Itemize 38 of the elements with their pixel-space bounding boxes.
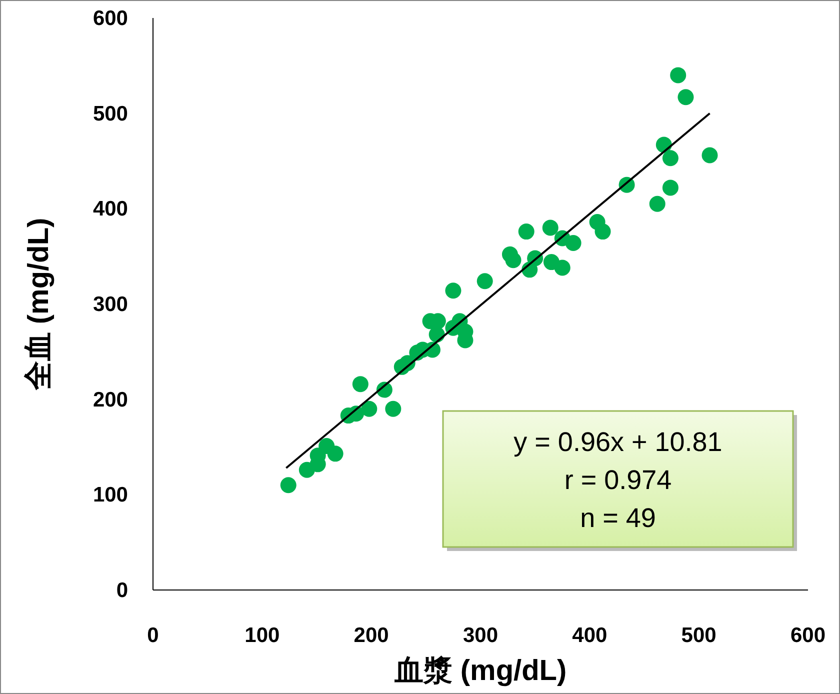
x-tick-label: 300	[462, 624, 498, 647]
point	[505, 252, 522, 268]
y-tick-label: 300	[92, 293, 128, 316]
x-tick-label: 500	[681, 624, 716, 647]
point	[476, 273, 493, 290]
x-tick-label: 100	[244, 624, 280, 647]
y-tick-label: 0	[116, 579, 128, 602]
x-axis-title: 血漿 (mg/dL)	[393, 655, 567, 687]
y-tick-label: 200	[92, 388, 128, 412]
x-tick-label: 200	[354, 624, 389, 647]
point	[670, 67, 686, 84]
point	[678, 89, 694, 106]
point	[327, 446, 344, 462]
y-axis-title: 全血 (mg/dL)	[23, 218, 55, 392]
y-tick-label: 400	[92, 198, 128, 221]
point	[518, 224, 534, 240]
y-tick-label: 100	[92, 484, 128, 507]
x-tick-label: 0	[147, 624, 159, 647]
annotation: r = 0.974	[564, 465, 672, 495]
point	[702, 147, 718, 164]
point	[554, 260, 570, 276]
point	[662, 180, 678, 196]
point	[385, 400, 402, 417]
point	[594, 224, 611, 240]
point	[445, 282, 462, 299]
y-tick-label: 600	[92, 7, 128, 30]
annotation: n = 49	[580, 503, 656, 533]
point	[361, 400, 378, 417]
x-tick-label: 600	[790, 624, 826, 647]
annotation: y = 0.96x + 10.81	[514, 427, 722, 457]
point	[662, 150, 678, 166]
point	[542, 220, 558, 236]
point	[565, 234, 582, 251]
x-tick-label: 400	[572, 624, 608, 647]
point	[352, 376, 368, 392]
point	[649, 196, 666, 212]
point	[280, 477, 296, 494]
y-tick-label: 500	[92, 102, 128, 126]
